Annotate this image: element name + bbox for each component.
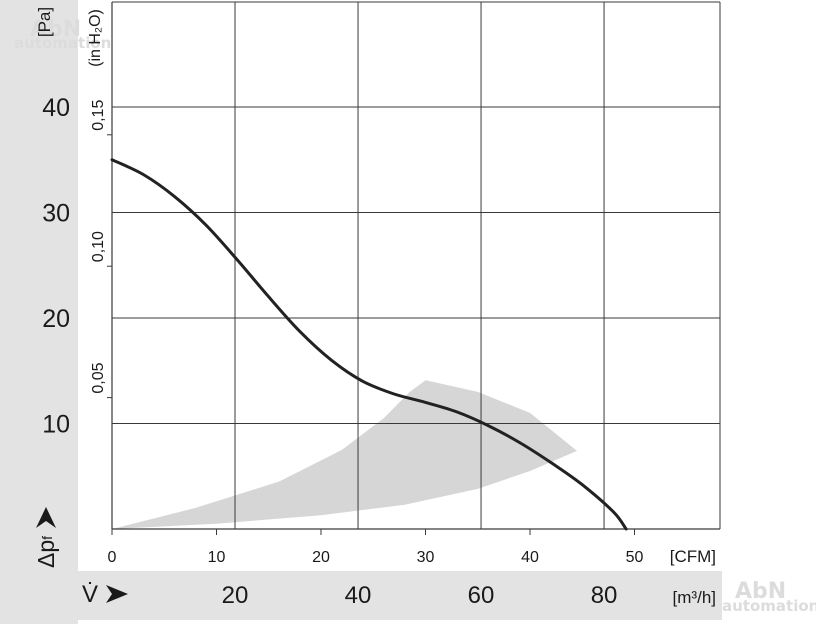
- left-axis-band: [0, 0, 78, 624]
- cfm-tick-label: 50: [626, 549, 644, 566]
- cfm-tick-label: 30: [417, 549, 435, 566]
- inh2o-unit-label: (in H₂O): [87, 9, 104, 67]
- cfm-tick-label: 0: [108, 549, 117, 566]
- watermark-text-top: automation: [14, 34, 111, 52]
- grid-lines: [107, 1, 721, 535]
- vdot-arrow-icon: [106, 585, 128, 603]
- axis-bands: [0, 0, 722, 624]
- operating-region-area: [112, 380, 577, 529]
- pa-tick-label: 30: [42, 200, 70, 228]
- watermark-logo-top: AbN: [30, 17, 81, 42]
- inh2o-tick-label: 0,15: [90, 100, 107, 131]
- pa-unit-label: [Pa]: [35, 7, 54, 37]
- pa-tick-label: 40: [42, 94, 70, 122]
- fan-curve-line: [110, 158, 628, 531]
- cfm-unit-label: [CFM]: [670, 547, 716, 566]
- dpf-symbol: Δpf: [33, 536, 59, 568]
- operating-region: [112, 380, 577, 529]
- m3h-tick-label: 40: [345, 582, 372, 609]
- pa-tick-label: 10: [42, 411, 70, 439]
- watermark-logo: AbN: [735, 579, 786, 604]
- cfm-tick-label: 40: [521, 549, 539, 566]
- inh2o-tick-label: 0,10: [90, 231, 107, 262]
- curves: [110, 158, 628, 531]
- vdot-symbol: V̇: [82, 580, 98, 608]
- watermark-text: automation: [722, 597, 816, 615]
- axis-labels: 10 20 30 40 [Pa] Δpf (in H₂O) 0,05 0,10 0,15 0 10 20…: [33, 7, 716, 609]
- dpf-arrow-icon: [36, 507, 56, 528]
- pa-tick-label: 20: [42, 305, 70, 333]
- m3h-tick-label: 60: [468, 582, 495, 609]
- m3h-unit-label: [m³/h]: [673, 588, 716, 607]
- inh2o-tick-label: 0,05: [90, 362, 107, 393]
- m3h-tick-label: 80: [591, 582, 618, 609]
- cfm-tick-label: 10: [208, 549, 226, 566]
- dpf-subscript: f: [39, 536, 55, 540]
- m3h-tick-label: 20: [222, 582, 249, 609]
- cfm-tick-label: 20: [312, 549, 330, 566]
